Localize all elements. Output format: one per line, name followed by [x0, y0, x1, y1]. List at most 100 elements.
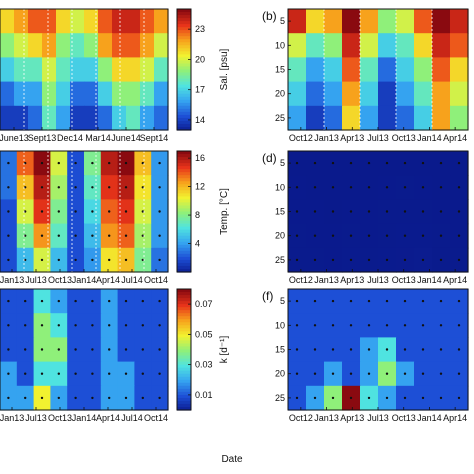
heatmap-cell: [288, 57, 307, 83]
colorbar-step: [177, 349, 191, 354]
sample-point: [24, 234, 27, 237]
colorbar-step: [177, 205, 191, 210]
heatmap-cell: [450, 33, 469, 58]
heatmap-cell: [288, 9, 307, 34]
colorbar-step: [177, 313, 191, 317]
heatmap-cell: [112, 57, 127, 83]
heatmap-cell: [28, 81, 43, 107]
sample-point: [74, 234, 77, 237]
heatmap-cell: [0, 105, 15, 131]
heatmap-cell: [70, 57, 85, 83]
sample-point: [7, 299, 10, 303]
colorbar-step: [177, 24, 191, 28]
x-tick-label: Oct13: [48, 413, 72, 423]
colorbar-step: [177, 190, 191, 194]
colorbar-step: [177, 388, 191, 393]
heatmap-cell: [28, 57, 43, 83]
sample-point: [40, 186, 44, 189]
sample-point: [40, 299, 44, 303]
sample-point: [421, 258, 425, 262]
colorbar-step: [177, 90, 191, 95]
sample-point: [331, 348, 335, 351]
heatmap-cell: [306, 105, 325, 131]
colorbar-step: [177, 45, 191, 49]
sample-point: [7, 258, 10, 262]
colorbar-step: [177, 123, 191, 128]
colorbar-step: [177, 199, 191, 204]
sample-point: [57, 186, 60, 189]
colorbar-tick-label: 14: [195, 115, 205, 125]
x-tick-label: Jul13: [367, 413, 389, 423]
colorbar-step: [177, 36, 191, 40]
sample-point: [74, 161, 77, 165]
y-tick-label: 5: [280, 16, 285, 26]
colorbar-step: [177, 301, 191, 305]
colorbar-step: [177, 39, 191, 43]
sample-point: [457, 234, 461, 237]
heatmap-cell: [324, 57, 343, 83]
y-tick-label: 15: [275, 65, 285, 75]
sample-point: [124, 372, 128, 375]
heatmap-cell: [154, 81, 169, 107]
panel-d: Oct12 Jan13 Apr13 Jul13 Oct13 Jan14 Apr14 5 10 15…: [262, 150, 469, 285]
x-tick-label: Jan13: [314, 133, 339, 143]
sample-point: [24, 258, 27, 262]
sample-point: [74, 324, 77, 327]
x-tick-label: Oct13: [392, 413, 416, 423]
sample-point: [108, 324, 111, 327]
heatmap-cell: [450, 105, 469, 131]
heatmap-cell: [414, 33, 433, 58]
colorbar-step: [177, 196, 191, 201]
sample-point: [91, 372, 94, 375]
heatmap-cell: [288, 81, 307, 107]
y-tick-label: 5: [280, 158, 285, 168]
colorbar-step: [177, 172, 191, 176]
colorbar-step: [177, 163, 191, 167]
y-tick-label: 15: [275, 207, 285, 217]
heatmap-cell: [70, 105, 85, 131]
colorbar-step: [177, 166, 191, 170]
panel-f: Oct12 Jan13 Apr13 Jul13 Oct13 Jan14 Apr14 5 10 15…: [262, 288, 469, 423]
x-tick-label: Apr14: [443, 275, 467, 285]
colorbar-step: [177, 310, 191, 314]
sample-point: [457, 372, 461, 375]
heatmap-cell: [84, 9, 99, 34]
colorbar-step: [177, 337, 191, 342]
sample-point: [349, 186, 353, 189]
colorbar-step: [177, 295, 191, 299]
heatmap-cell: [396, 33, 415, 58]
heatmap-cell: [360, 81, 379, 107]
sample-point: [439, 372, 443, 375]
colorbar-step: [177, 214, 191, 219]
sample-point: [7, 372, 10, 375]
sample-point: [57, 161, 60, 165]
colorbar-step: [177, 292, 191, 296]
colorbar-step: [177, 181, 191, 185]
sample-point: [57, 234, 60, 237]
colorbar-step: [177, 259, 191, 264]
heatmap-cell: [140, 57, 155, 83]
heatmap-cell: [112, 33, 127, 58]
sample-point: [439, 258, 443, 262]
colorbar-step: [177, 397, 191, 402]
sample-point: [158, 161, 161, 165]
sample-point: [385, 348, 389, 351]
sample-point: [367, 258, 371, 262]
colorbar-tick-label: 0.07: [195, 299, 213, 309]
x-tick-label: Oct14: [144, 413, 168, 423]
sample-point: [91, 324, 94, 327]
sample-point: [24, 161, 27, 165]
colorbar-step: [177, 33, 191, 37]
colorbar-step: [177, 304, 191, 308]
sample-point: [403, 396, 407, 400]
panel-label: (f): [262, 289, 273, 303]
heatmap-cell: [288, 33, 307, 58]
colorbar-step: [177, 120, 191, 125]
colorbar-step: [177, 51, 191, 55]
x-tick-label: Jan13: [0, 275, 24, 285]
sample-point: [91, 161, 94, 165]
x-tick-label: June14: [111, 133, 141, 143]
sample-point: [7, 324, 10, 327]
